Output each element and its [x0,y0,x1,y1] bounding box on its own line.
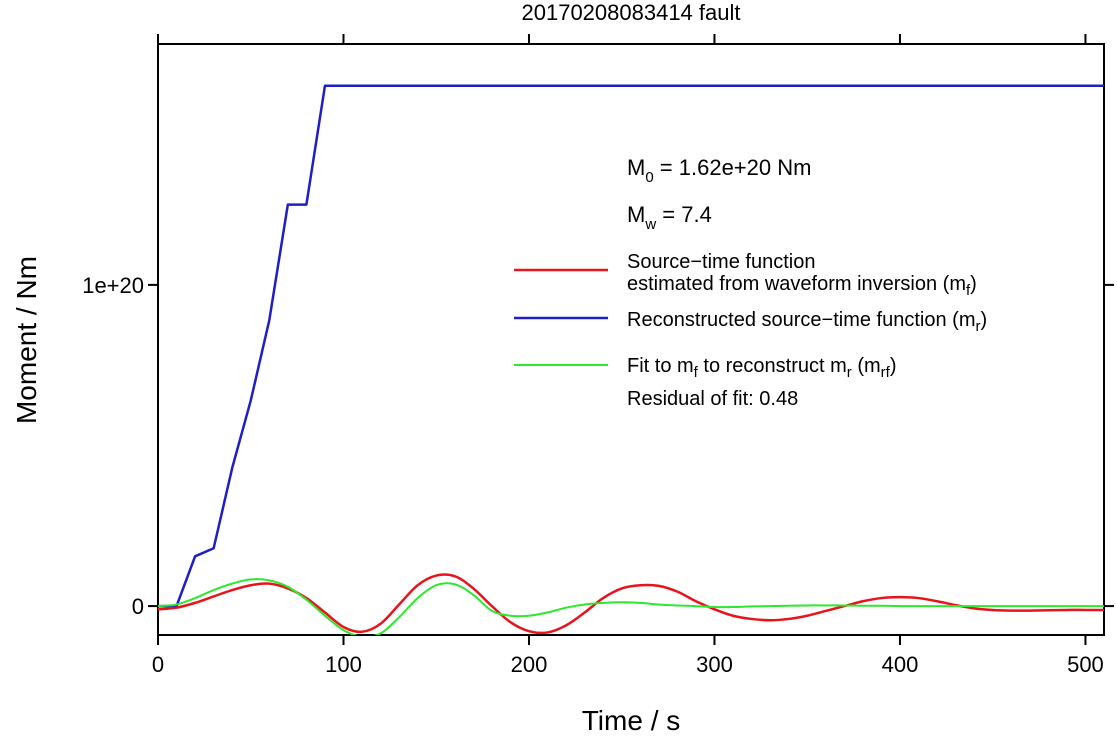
x-tick-label: 400 [882,652,919,677]
legend-label-source-time-line1: Source−time function [627,251,815,273]
series-source-time-function [158,573,1104,635]
legend-label-reconstructed: Reconstructed source−time function (mr) [627,309,987,335]
plot-frame [157,43,1105,636]
x-tick-label: 300 [696,652,733,677]
y-tick-label: 0 [132,594,144,619]
moment-magnitude-annotation: Mw = 7.4 [627,202,712,233]
series-reconstructed [158,84,1104,608]
series-layer [158,84,1104,635]
chart-title: 20170208083414 fault [522,0,741,25]
x-tick-label: 500 [1067,652,1104,677]
y-axis-ticks: 0 1e+20 [82,273,1114,619]
legend-label-source-time-line2: estimated from waveform inversion (mf) [627,273,977,299]
y-axis-label: Moment / Nm [11,256,42,424]
x-axis-ticks: 0 100 200 300 400 500 [152,34,1104,677]
x-tick-label: 0 [152,652,164,677]
x-tick-label: 100 [325,652,362,677]
y-tick-label: 1e+20 [82,273,144,298]
seismic-moment-annotation: M0 = 1.62e+20 Nm [627,155,811,186]
legend: Source−time function estimated from wave… [514,251,987,410]
legend-label-fit: Fit to mf to reconstruct mr (mrf) [627,355,897,381]
x-tick-label: 200 [511,652,548,677]
x-axis-label: Time / s [582,705,681,736]
residual-annotation: Residual of fit: 0.48 [627,388,798,410]
series-fit [158,578,1104,635]
